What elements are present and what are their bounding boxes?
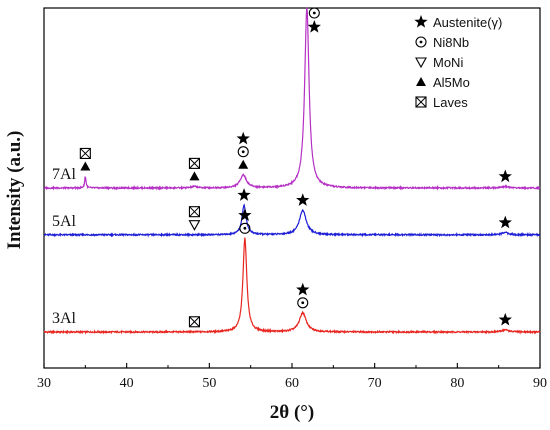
legend-item-1: Ni8Nb [415,35,469,50]
x-axis: 30 40 50 60 70 80 90 [37,363,547,391]
phase-marker-7Al-2 [236,131,250,169]
phase-marker-5Al-2 [296,193,310,206]
circle-dot-icon [308,7,320,19]
circle-dot-icon [415,36,427,48]
star-icon [238,208,252,221]
star-icon [236,131,250,145]
triangle-filled-icon [416,77,426,86]
series-label-7Al: 7Al [52,166,77,183]
triangle-filled-icon [238,159,249,169]
x-tick-label-40: 40 [120,376,134,391]
x-tick-label-30: 30 [37,376,51,391]
series-7Al: 7Al [43,7,541,191]
phase-marker-3Al-0 [188,316,201,328]
star-icon [498,169,512,183]
triangle-open-icon [415,57,427,69]
circle-dot-icon [239,222,251,234]
phase-marker-3Al-1 [238,208,252,234]
x-tick-label-50: 50 [202,376,216,391]
x-tick-label-60: 60 [285,376,299,391]
box-x-icon [188,316,201,328]
series-label-3Al: 3Al [52,310,77,327]
x-tick-label-70: 70 [368,376,382,391]
x-tick-label-90: 90 [533,376,547,391]
legend-label-2: MoNi [433,55,463,70]
star-icon [414,15,428,28]
phase-marker-7Al-3 [307,7,321,33]
series-3Al: 3Al [43,237,541,335]
star-icon [498,215,512,229]
series-line-5Al [43,203,541,238]
series-line-3Al [43,237,541,335]
phase-marker-3Al-3 [498,312,512,326]
legend-item-0: Austenite(γ) [414,15,502,30]
x-axis-label: 2θ (°) [270,402,314,423]
series-5Al: 5Al [43,203,541,238]
legend-label-4: Laves [433,95,468,110]
x-tick-label-80: 80 [450,376,464,391]
phase-marker-3Al-2 [296,282,310,309]
star-icon [296,193,310,206]
legend-item-2: MoNi [415,55,463,70]
series-layer: 3Al 5Al 7Al [43,7,541,335]
star-icon [307,20,321,33]
box-x-icon [188,206,201,218]
legend: Austenite(γ) Ni8Nb MoNi Al5Mo Laves [414,15,502,110]
box-x-icon [415,96,427,108]
series-line-7Al [43,7,541,191]
legend-label-1: Ni8Nb [433,35,469,50]
legend-label-3: Al5Mo [433,75,470,90]
legend-item-3: Al5Mo [416,75,470,90]
circle-dot-icon [237,146,249,158]
circle-dot-icon [297,297,309,309]
triangle-filled-icon [189,171,200,181]
box-x-icon [79,147,91,159]
triangle-filled-icon [80,161,91,171]
phase-marker-7Al-0 [79,147,91,171]
triangle-open-icon [188,220,201,231]
marker-layer [79,7,512,328]
star-icon [498,312,512,326]
phase-marker-5Al-0 [188,206,201,231]
series-label-5Al: 5Al [52,213,77,230]
star-icon [237,188,251,201]
legend-label-0: Austenite(γ) [433,15,502,30]
star-icon [296,282,310,296]
phase-marker-7Al-4 [498,169,512,183]
phase-marker-7Al-1 [188,157,201,181]
legend-item-4: Laves [415,95,468,110]
y-axis-label: Intensity (a.u.) [4,131,25,250]
box-x-icon [188,157,201,169]
phase-marker-5Al-3 [498,215,512,229]
phase-marker-5Al-1 [237,188,251,201]
